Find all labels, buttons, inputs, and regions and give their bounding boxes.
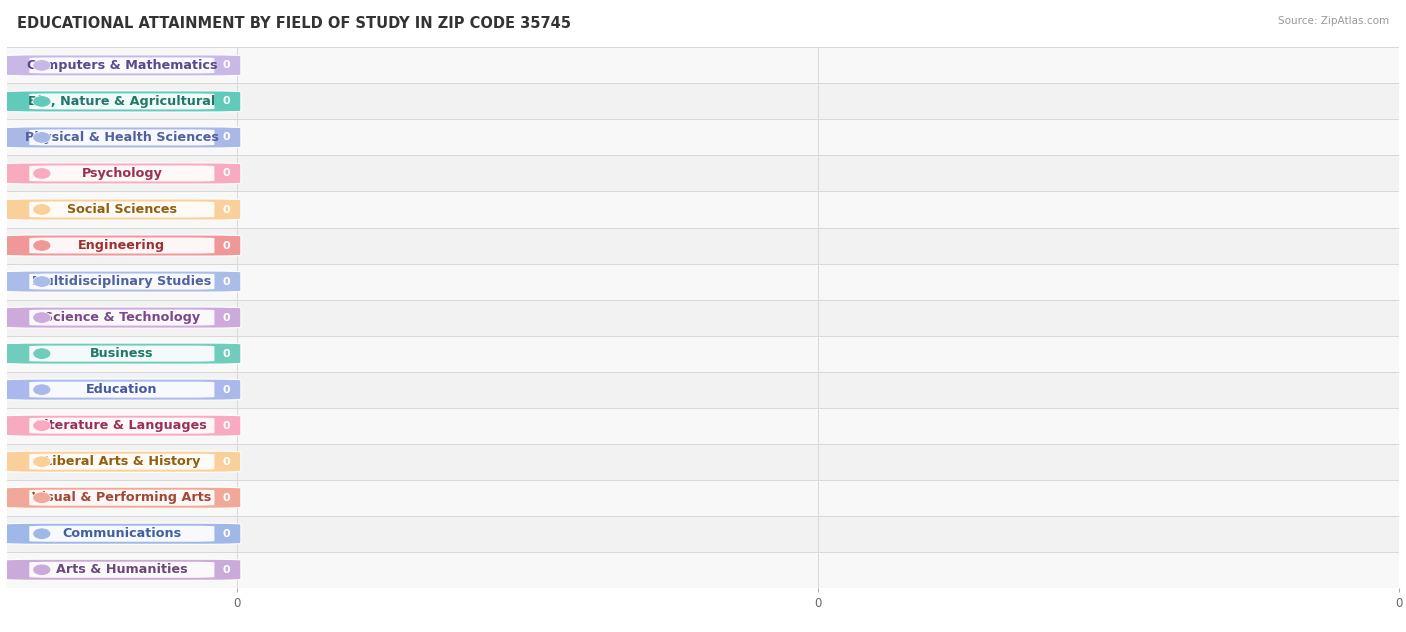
- FancyBboxPatch shape: [6, 127, 240, 148]
- Ellipse shape: [32, 131, 51, 143]
- Bar: [7, 480, 1399, 516]
- Text: Arts & Humanities: Arts & Humanities: [56, 563, 187, 576]
- Text: Computers & Mathematics: Computers & Mathematics: [27, 59, 217, 72]
- Text: 0: 0: [222, 529, 229, 538]
- Ellipse shape: [32, 384, 51, 396]
- Text: 0: 0: [222, 241, 229, 250]
- FancyBboxPatch shape: [30, 166, 215, 181]
- FancyBboxPatch shape: [30, 310, 215, 325]
- Text: 0: 0: [222, 421, 229, 430]
- Text: 0: 0: [222, 313, 229, 322]
- Bar: [7, 83, 1399, 119]
- FancyBboxPatch shape: [6, 199, 240, 220]
- Text: 0: 0: [222, 565, 229, 574]
- FancyBboxPatch shape: [30, 202, 215, 217]
- Ellipse shape: [32, 167, 51, 179]
- FancyBboxPatch shape: [30, 58, 215, 73]
- FancyBboxPatch shape: [30, 94, 215, 109]
- FancyBboxPatch shape: [6, 271, 240, 292]
- Text: Business: Business: [90, 347, 153, 360]
- Ellipse shape: [32, 276, 51, 288]
- FancyBboxPatch shape: [30, 418, 215, 434]
- Bar: [7, 119, 1399, 155]
- Text: 0: 0: [222, 133, 229, 142]
- Text: Multidisciplinary Studies: Multidisciplinary Studies: [32, 275, 211, 288]
- Ellipse shape: [32, 456, 51, 468]
- Text: Science & Technology: Science & Technology: [44, 311, 200, 324]
- Text: Liberal Arts & History: Liberal Arts & History: [44, 455, 200, 468]
- Bar: [7, 552, 1399, 588]
- Text: Communications: Communications: [62, 527, 181, 540]
- Text: 0: 0: [222, 457, 229, 466]
- Text: 0: 0: [222, 277, 229, 286]
- FancyBboxPatch shape: [30, 562, 215, 578]
- FancyBboxPatch shape: [30, 346, 215, 362]
- Bar: [7, 516, 1399, 552]
- FancyBboxPatch shape: [30, 490, 215, 506]
- FancyBboxPatch shape: [30, 526, 215, 542]
- Bar: [7, 155, 1399, 191]
- Bar: [7, 228, 1399, 264]
- Bar: [7, 300, 1399, 336]
- Text: 0: 0: [222, 493, 229, 502]
- Ellipse shape: [32, 420, 51, 432]
- Text: 0: 0: [222, 205, 229, 214]
- Text: EDUCATIONAL ATTAINMENT BY FIELD OF STUDY IN ZIP CODE 35745: EDUCATIONAL ATTAINMENT BY FIELD OF STUDY…: [17, 16, 571, 31]
- FancyBboxPatch shape: [6, 163, 240, 184]
- Text: 0: 0: [222, 97, 229, 106]
- Text: 0: 0: [222, 61, 229, 70]
- FancyBboxPatch shape: [30, 382, 215, 398]
- Text: Visual & Performing Arts: Visual & Performing Arts: [32, 491, 211, 504]
- FancyBboxPatch shape: [30, 454, 215, 470]
- FancyBboxPatch shape: [6, 487, 240, 508]
- Ellipse shape: [32, 312, 51, 324]
- Bar: [7, 408, 1399, 444]
- FancyBboxPatch shape: [30, 130, 215, 145]
- FancyBboxPatch shape: [6, 235, 240, 256]
- FancyBboxPatch shape: [6, 523, 240, 544]
- FancyBboxPatch shape: [6, 91, 240, 112]
- Text: 0: 0: [222, 385, 229, 394]
- Ellipse shape: [32, 95, 51, 107]
- Text: Physical & Health Sciences: Physical & Health Sciences: [25, 131, 219, 144]
- Text: 0: 0: [222, 169, 229, 178]
- Text: 0: 0: [222, 349, 229, 358]
- Ellipse shape: [32, 240, 51, 252]
- FancyBboxPatch shape: [6, 55, 240, 76]
- Ellipse shape: [32, 528, 51, 540]
- Text: Source: ZipAtlas.com: Source: ZipAtlas.com: [1278, 16, 1389, 26]
- Ellipse shape: [32, 348, 51, 360]
- Text: Education: Education: [86, 383, 157, 396]
- FancyBboxPatch shape: [30, 274, 215, 289]
- FancyBboxPatch shape: [6, 343, 240, 364]
- Text: Social Sciences: Social Sciences: [67, 203, 177, 216]
- FancyBboxPatch shape: [6, 307, 240, 328]
- Bar: [7, 336, 1399, 372]
- Ellipse shape: [32, 492, 51, 504]
- Ellipse shape: [32, 59, 51, 71]
- Bar: [7, 191, 1399, 228]
- FancyBboxPatch shape: [6, 559, 240, 580]
- FancyBboxPatch shape: [6, 451, 240, 472]
- Bar: [7, 372, 1399, 408]
- FancyBboxPatch shape: [6, 379, 240, 400]
- Bar: [7, 444, 1399, 480]
- Text: Bio, Nature & Agricultural: Bio, Nature & Agricultural: [28, 95, 215, 108]
- Bar: [7, 47, 1399, 83]
- FancyBboxPatch shape: [30, 238, 215, 253]
- Text: Engineering: Engineering: [79, 239, 166, 252]
- FancyBboxPatch shape: [6, 415, 240, 436]
- Text: Literature & Languages: Literature & Languages: [37, 419, 207, 432]
- Ellipse shape: [32, 204, 51, 216]
- Text: Psychology: Psychology: [82, 167, 162, 180]
- Ellipse shape: [32, 564, 51, 576]
- Bar: [7, 264, 1399, 300]
